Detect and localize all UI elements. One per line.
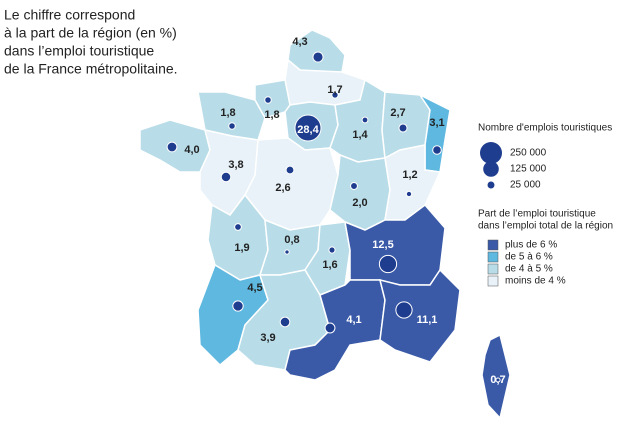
region-label: 28,4	[297, 124, 319, 136]
bubble	[361, 116, 369, 124]
region	[384, 144, 442, 221]
bubble	[228, 122, 236, 130]
bubble	[395, 301, 413, 319]
region-label: 2,6	[275, 182, 290, 194]
bubble	[294, 114, 322, 142]
bubble	[398, 123, 408, 133]
bubble	[284, 249, 290, 255]
bubble	[350, 182, 358, 190]
bubble	[220, 171, 232, 183]
color-legend-label: de 5 à 6 %	[505, 252, 553, 263]
region-label: 4,5	[247, 282, 262, 294]
region-label: 1,4	[352, 129, 368, 141]
bubble	[328, 246, 336, 254]
bubble	[331, 91, 339, 99]
color-legend-swatch	[487, 263, 499, 275]
bubble	[495, 377, 501, 383]
size-legend-bubble	[480, 142, 502, 164]
title-line: Le chiffre correspond	[4, 7, 135, 23]
bubble	[405, 190, 413, 198]
bubble	[312, 51, 324, 63]
bubble	[378, 254, 398, 274]
bubble	[166, 141, 178, 153]
color-legend-swatch	[487, 275, 499, 287]
color-legend-label: plus de 6 %	[505, 240, 557, 251]
region-label: 3,1	[429, 117, 444, 129]
bubble	[432, 145, 442, 155]
region-label: 4,3	[292, 36, 307, 48]
region	[329, 153, 391, 231]
region-label: 2,7	[390, 107, 405, 119]
color-legend-title: Part de l’emploi touristique	[478, 209, 596, 220]
region	[244, 137, 339, 231]
region-label: 1,9	[234, 242, 249, 254]
region-label: 4,0	[184, 144, 199, 156]
region-label: 1,8	[264, 109, 279, 121]
region-label: 0,7	[490, 374, 505, 386]
bubble	[232, 300, 244, 312]
region-label: 1,2	[402, 169, 417, 181]
title-line: dans l’emploi touristique	[4, 43, 154, 59]
bubble	[234, 223, 242, 231]
region-label: 12,5	[372, 239, 393, 251]
color-legend-swatch	[487, 239, 499, 251]
region-label: 11,1	[417, 314, 438, 326]
region-label: 1,6	[322, 259, 337, 271]
region-label: 3,9	[260, 332, 275, 344]
region-label: 3,8	[228, 159, 243, 171]
color-legend-swatch	[487, 251, 499, 263]
size-legend-label: 25 000	[510, 180, 541, 191]
size-legend-bubble	[483, 161, 499, 177]
size-legend-label: 250 000	[510, 148, 547, 159]
title-line: de la France métropolitaine.	[4, 61, 178, 77]
color-legend-title: dans l’emploi total de la région	[478, 221, 613, 232]
size-legend-title: Nombre d'emplois touristiques	[478, 123, 612, 134]
size-legend-label: 125 000	[510, 164, 547, 175]
region-label: 4,1	[346, 314, 361, 326]
region	[378, 268, 461, 363]
region	[481, 333, 511, 420]
bubble	[324, 322, 336, 334]
bubble	[285, 165, 295, 175]
size-legend-bubble	[487, 181, 495, 189]
bubble	[279, 316, 291, 328]
region-label: 2,0	[352, 197, 367, 209]
region-label: 1,8	[220, 107, 235, 119]
region-label: 1,7	[327, 84, 342, 96]
bubble	[264, 96, 272, 104]
color-legend-label: moins de 4 %	[505, 276, 566, 287]
title-line: à la part de la région (en %)	[4, 25, 177, 41]
region-label: 0,8	[284, 234, 299, 246]
color-legend-label: de 4 à 5 %	[505, 264, 553, 275]
